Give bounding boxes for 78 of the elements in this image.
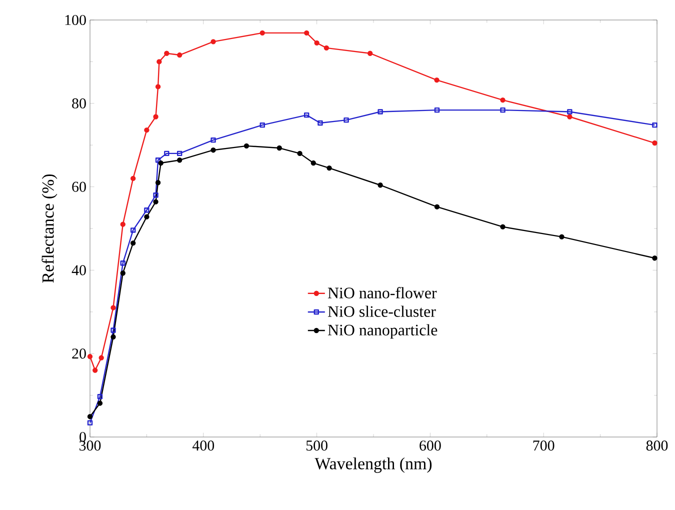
point — [378, 182, 383, 188]
point — [434, 107, 440, 113]
point — [144, 208, 150, 213]
point — [324, 45, 330, 51]
point — [500, 97, 506, 103]
point — [120, 222, 126, 227]
x-tick-label: 600 — [420, 440, 441, 451]
point — [344, 117, 349, 123]
x-axis-title: Wavelength (nm) — [314, 457, 432, 473]
point — [130, 228, 136, 233]
point — [326, 165, 332, 171]
point — [559, 234, 564, 240]
point — [158, 160, 164, 166]
point — [434, 77, 440, 83]
point — [567, 109, 572, 114]
point — [310, 160, 316, 166]
point — [304, 112, 310, 118]
point — [110, 328, 116, 333]
point — [97, 394, 103, 400]
point — [244, 143, 250, 149]
y-tick-label: 60 — [72, 182, 86, 192]
point — [260, 30, 265, 36]
point — [153, 199, 158, 204]
point — [378, 109, 383, 114]
point — [144, 127, 150, 133]
y-axis-title: Reflectance (%) — [42, 174, 58, 283]
x-tick-label: 700 — [533, 440, 554, 451]
y-tick-label: 40 — [72, 265, 86, 276]
x-tick-label: 300 — [80, 440, 101, 451]
point — [500, 107, 506, 113]
point — [156, 59, 162, 64]
point — [110, 334, 116, 340]
point — [210, 148, 216, 153]
point — [130, 176, 136, 182]
point — [276, 145, 282, 151]
point — [210, 39, 216, 44]
x-tick-label: 500 — [306, 440, 328, 451]
legend-label: NiO nanoparticle — [328, 324, 438, 339]
x-tick-label: 400 — [192, 440, 214, 451]
point — [176, 150, 182, 156]
point — [130, 240, 136, 246]
legend-label: NiO nano-flower — [328, 287, 437, 298]
point — [652, 256, 658, 261]
point — [500, 224, 506, 230]
point — [110, 305, 116, 310]
point — [87, 414, 93, 420]
point — [153, 192, 158, 198]
point — [652, 140, 658, 146]
point — [176, 158, 182, 163]
point — [98, 355, 104, 360]
point — [155, 158, 161, 163]
legend-label: NiO slice-cluster — [328, 306, 436, 317]
point — [434, 204, 440, 210]
point — [87, 354, 93, 360]
point — [567, 114, 572, 120]
point — [92, 368, 98, 373]
point — [164, 50, 170, 56]
point — [120, 260, 126, 266]
point — [176, 52, 182, 58]
y-tick-label: 100 — [65, 14, 86, 26]
point — [97, 400, 103, 406]
point — [210, 138, 216, 143]
point — [304, 30, 310, 36]
point — [297, 150, 302, 156]
x-tick-label: 800 — [646, 440, 668, 451]
point — [368, 50, 373, 56]
point — [314, 40, 320, 46]
point — [144, 214, 150, 220]
point — [120, 270, 126, 276]
point — [318, 120, 323, 126]
y-tick-label: 0 — [80, 432, 86, 442]
point — [155, 84, 161, 90]
point — [155, 180, 161, 186]
y-tick-label: 20 — [72, 348, 86, 359]
point — [260, 122, 265, 128]
point — [153, 114, 158, 120]
point — [164, 150, 170, 156]
y-tick-label: 80 — [72, 98, 86, 108]
